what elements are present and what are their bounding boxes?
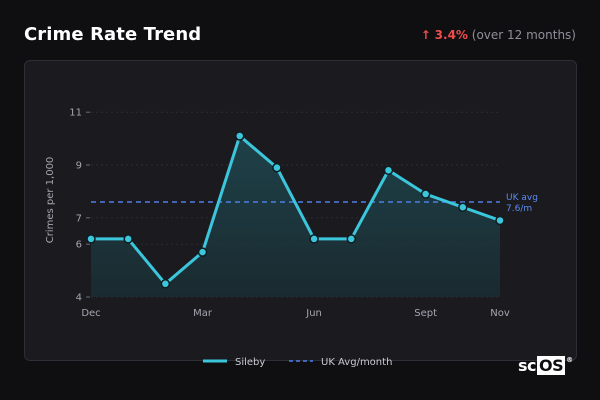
data-point [197, 247, 208, 257]
data-point [272, 162, 282, 173]
legend-series-label: Sileby [235, 357, 265, 368]
trend-up-icon: ↑ [420, 28, 431, 42]
y-tick-label: 11 [69, 108, 82, 119]
y-axis: 4 6 7 9 11 [69, 108, 90, 304]
data-point [383, 165, 394, 176]
scos-logo: sc OS ® [518, 356, 573, 375]
series-line-group [89, 134, 502, 286]
data-point [495, 215, 505, 226]
x-tick-label: Jun [305, 308, 322, 319]
data-point [160, 279, 171, 289]
x-tick-label: Mar [193, 308, 213, 319]
y-tick-label: 4 [76, 293, 82, 304]
x-tick-label: Dec [81, 308, 100, 319]
logo-mark: ® [566, 356, 573, 364]
data-point [123, 234, 133, 244]
data-point [458, 202, 468, 212]
data-point [420, 189, 431, 199]
y-tick-label: 7 [76, 213, 82, 224]
logo-boxed: OS [537, 356, 566, 375]
logo-prefix: sc [518, 356, 537, 375]
legend-reference-label: UK Avg/month [321, 357, 392, 368]
x-tick-label: Sept [414, 308, 437, 319]
legend: Sileby UK Avg/month [203, 357, 392, 368]
change-value: 3.4% [434, 28, 468, 42]
reference-label-name: UK avg [506, 193, 538, 203]
y-axis-title: Crimes per 1,000 [45, 157, 56, 244]
data-point [309, 234, 319, 244]
series-area [91, 135, 500, 297]
data-point [234, 131, 245, 141]
data-point [86, 234, 96, 244]
x-axis: Dec Mar Jun Sept Nov [81, 308, 510, 319]
data-point [346, 234, 357, 244]
x-tick-label: Nov [490, 308, 510, 319]
series-line [89, 134, 502, 286]
change-period: (over 12 months) [471, 28, 576, 42]
y-tick-label: 9 [76, 161, 82, 172]
reference-label-value: 7.6/m [506, 204, 532, 214]
series-points [86, 131, 505, 289]
series-area-fill [91, 135, 500, 297]
chart-title: Crime Rate Trend [24, 24, 202, 45]
y-tick-label: 6 [76, 240, 82, 251]
change-indicator: ↑ 3.4% (over 12 months) [421, 28, 576, 42]
